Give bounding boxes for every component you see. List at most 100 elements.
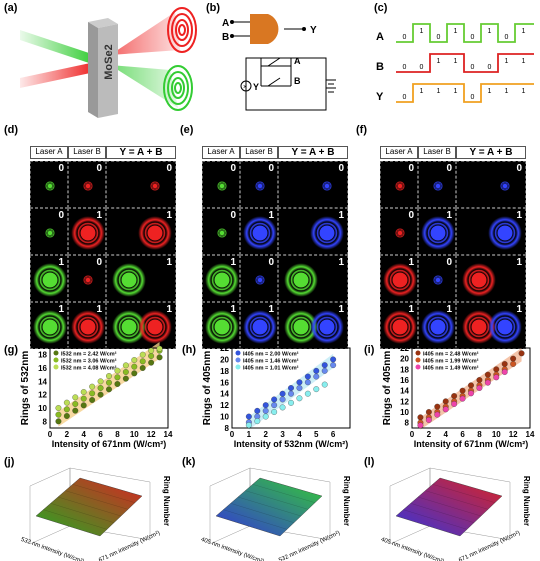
green-ring-pattern: [163, 65, 193, 111]
data-point: [97, 385, 104, 391]
y-tick-label: 8: [225, 424, 230, 433]
data-point: [304, 373, 311, 380]
surface-x-label: 405 nm intensity (W/cm²): [380, 537, 445, 561]
data-point: [321, 367, 328, 374]
grid-digit: 0: [58, 210, 64, 221]
surface-y-label: 532 nm intensity (W/cm²): [278, 530, 341, 561]
data-point: [148, 359, 155, 366]
timing-diagram: A 0 1 0 1 0 1 0 1 B 0 0 1 1 0 0 1 1 Y 0 1 1 1 0 1 1 1: [376, 23, 534, 103]
y-tick-label: 12: [400, 397, 409, 406]
timing-bit: 1: [488, 88, 492, 95]
data-point: [55, 418, 62, 425]
data-point: [451, 393, 458, 399]
data-point: [72, 407, 79, 414]
x-tick-label: 1: [247, 430, 252, 439]
y-tick-label: 18: [38, 351, 47, 360]
data-point: [484, 371, 491, 378]
legend-marker: [235, 357, 241, 363]
data-point: [114, 381, 121, 387]
y-tick-label: 22: [220, 344, 229, 353]
timing-bit: 1: [522, 28, 526, 35]
grid-column-header: Laser B: [68, 146, 106, 159]
y-tick-label: 20: [400, 355, 409, 364]
data-point: [97, 391, 104, 398]
y-tick-label: 16: [220, 378, 229, 387]
grid-digit: 0: [58, 163, 64, 174]
green-output-cone: [110, 65, 178, 108]
grid-tile: 1: [106, 208, 176, 255]
data-point: [72, 401, 79, 407]
ring-spot: [488, 215, 522, 250]
surface-mesh: [215, 477, 323, 537]
ring-spot: [205, 262, 239, 297]
or-gate-symbol: [250, 14, 279, 44]
green-input-beam: [20, 30, 95, 65]
y-tick-label: 14: [400, 387, 409, 396]
grid-digit: 1: [516, 210, 522, 221]
data-point: [296, 379, 303, 386]
data-point: [55, 405, 62, 411]
data-point: [122, 362, 129, 369]
data-point: [97, 378, 104, 385]
grid-digit: 1: [516, 257, 522, 268]
data-point: [80, 389, 87, 395]
ring-spot: [45, 227, 55, 238]
grid-tile: 0: [418, 255, 456, 302]
y-axis-label: Rings of 405nm: [202, 351, 213, 426]
data-point: [304, 390, 311, 397]
grid-column-header: Y = A + B: [106, 146, 176, 159]
data-point: [330, 362, 337, 369]
ring-spot: [243, 309, 277, 344]
grid-column-header: Y = A + B: [278, 146, 348, 159]
grid-digit: 1: [338, 304, 344, 315]
surface-x-label: 405 nm intensity (W/cm²): [200, 537, 265, 561]
panel-label-f: (f): [356, 124, 367, 136]
legend-entry: I532 nm = 4.08 W/cm²: [61, 365, 117, 372]
timing-waveform: [396, 23, 534, 43]
legend-marker: [415, 357, 421, 363]
x-tick-label: 5: [314, 430, 319, 439]
svg-text:×: ×: [243, 84, 247, 91]
grid-digit: 1: [268, 304, 274, 315]
legend-entry: I405 nm = 2.48 W/cm²: [423, 351, 479, 358]
timing-row-label: Y: [376, 91, 384, 103]
timing-bit: 1: [505, 88, 509, 95]
legend-entry: I405 nm = 1.49 W/cm²: [423, 365, 479, 372]
grid-tile: 1: [240, 208, 278, 255]
y-tick-label: 8: [405, 419, 410, 428]
data-point: [262, 402, 269, 409]
lamp-y-label: Y: [253, 82, 259, 92]
switch-a-label: A: [294, 56, 301, 66]
legend-entry: I405 nm = 1.01 W/cm²: [243, 365, 299, 372]
y-tick-label: 10: [220, 413, 229, 422]
legend-entry: I532 nm = 2.42 W/cm²: [61, 351, 117, 358]
legend-marker: [53, 350, 59, 356]
data-point: [321, 362, 328, 369]
grid-digit: 0: [408, 163, 414, 174]
data-point: [139, 351, 146, 358]
y-tick-label: 22: [400, 344, 409, 353]
grid-digit: 0: [268, 163, 274, 174]
grid-tile: 1: [380, 302, 418, 349]
timing-bit: 0: [471, 34, 475, 41]
red-ring-pattern: [167, 7, 197, 53]
grid-column-header: Y = A + B: [456, 146, 526, 159]
y-tick-label: 18: [220, 367, 229, 376]
grid-digit: 0: [96, 163, 102, 174]
grid-digit: 1: [230, 257, 236, 268]
red-output-cone: [110, 12, 180, 55]
plot-frame: [49, 347, 169, 429]
y-tick-label: 16: [38, 364, 47, 373]
data-point: [288, 390, 294, 397]
timing-bit: 1: [437, 88, 441, 95]
grid-tile: 0: [202, 208, 240, 255]
timing-bit: 1: [454, 58, 458, 65]
grid-digit: 0: [516, 163, 522, 174]
surface-mesh: [35, 477, 143, 537]
data-point: [304, 379, 311, 386]
ring-spot: [395, 227, 405, 238]
data-point: [122, 375, 129, 382]
data-point: [417, 414, 424, 421]
data-point: [459, 395, 466, 402]
